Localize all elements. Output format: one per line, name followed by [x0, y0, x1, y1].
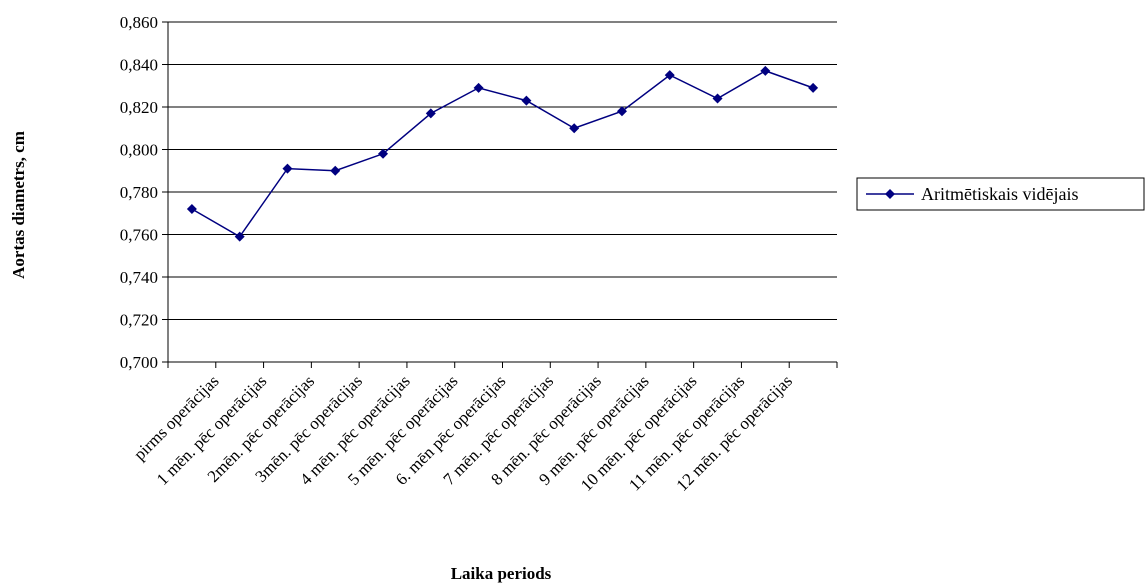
y-axis-title: Aortas diametrs, cm — [9, 131, 28, 279]
data-point — [664, 70, 675, 81]
data-point — [569, 123, 580, 134]
data-point — [616, 106, 627, 117]
data-point — [378, 148, 389, 159]
y-tick-label: 0,760 — [120, 226, 158, 245]
data-series — [186, 65, 819, 242]
gridlines — [168, 21, 837, 320]
y-tick-label: 0,780 — [120, 183, 158, 202]
y-tick-label: 0,860 — [120, 13, 158, 32]
data-point — [330, 165, 341, 176]
data-point — [760, 65, 771, 76]
data-point — [473, 82, 484, 93]
legend-marker — [885, 189, 895, 199]
data-point — [425, 108, 436, 119]
legend-label: Aritmētiskais vidējais — [921, 184, 1078, 204]
x-tick-label: pirms operācijas — [130, 371, 223, 464]
data-point — [521, 95, 532, 106]
y-tick-label: 0,840 — [120, 56, 158, 75]
data-point — [282, 163, 293, 174]
data-point — [808, 82, 819, 93]
y-tick-label: 0,800 — [120, 141, 158, 160]
y-tick-label: 0,720 — [120, 311, 158, 330]
series-line — [191, 70, 814, 238]
legend: Aritmētiskais vidējais — [856, 177, 1145, 211]
data-point — [234, 231, 245, 242]
data-point — [712, 93, 723, 104]
y-tick-label: 0,740 — [120, 268, 158, 287]
y-axis-ticks: 0,700 0,720 0,740 0,760 0,780 0,800 0,820 0,840… — [120, 13, 168, 372]
y-tick-label: 0,820 — [120, 98, 158, 117]
data-point — [186, 204, 197, 214]
y-tick-label: 0,700 — [120, 353, 158, 372]
x-axis-title: Laika periods — [451, 564, 552, 583]
